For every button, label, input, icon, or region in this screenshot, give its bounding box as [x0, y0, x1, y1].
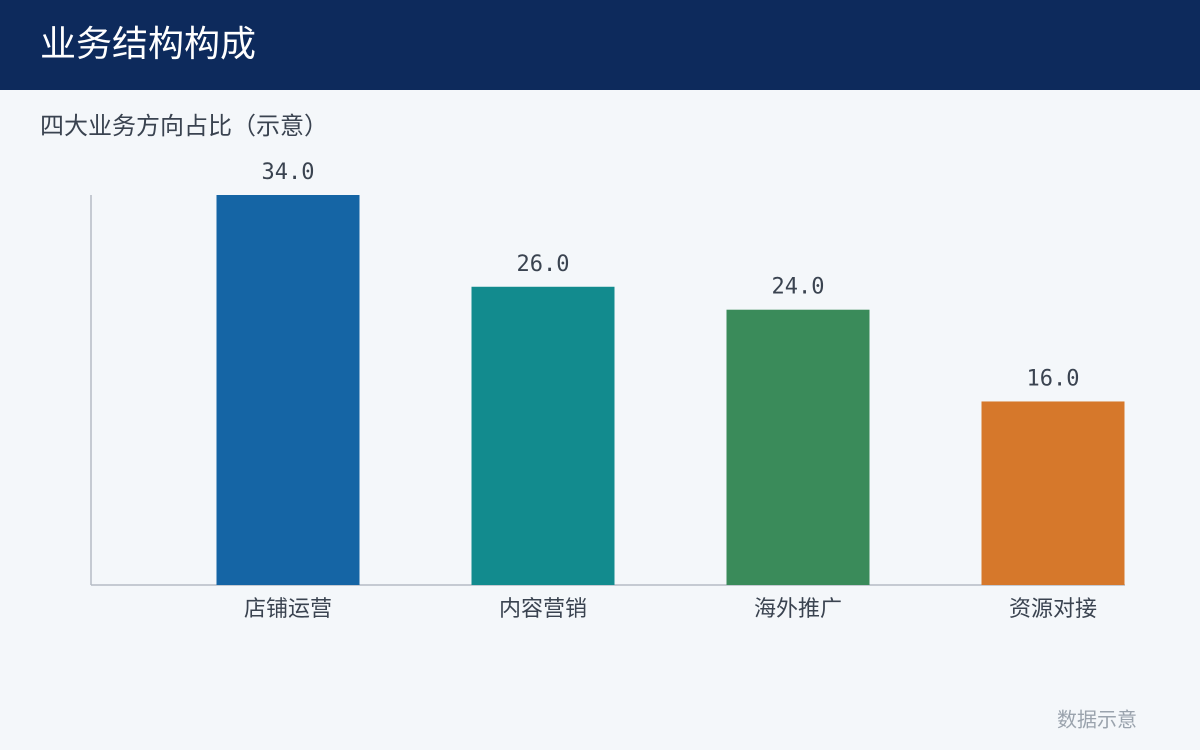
- footnote: 数据示意: [1057, 708, 1137, 732]
- x-tick-label: 店铺运营: [244, 597, 332, 622]
- header-bar: [0, 0, 1200, 90]
- x-tick-label: 海外推广: [754, 597, 842, 622]
- value-label: 26.0: [517, 252, 570, 277]
- bar: [726, 309, 870, 585]
- value-label: 16.0: [1027, 366, 1080, 391]
- chart-title: 四大业务方向占比（示意）: [40, 112, 328, 140]
- bar: [471, 286, 615, 585]
- value-label: 34.0: [262, 160, 315, 185]
- page-title: 业务结构构成: [40, 24, 256, 65]
- bar: [981, 401, 1125, 585]
- x-tick-label: 内容营销: [499, 597, 587, 622]
- x-tick-label: 资源对接: [1009, 597, 1097, 622]
- value-label: 24.0: [772, 275, 825, 300]
- bar: [216, 195, 360, 585]
